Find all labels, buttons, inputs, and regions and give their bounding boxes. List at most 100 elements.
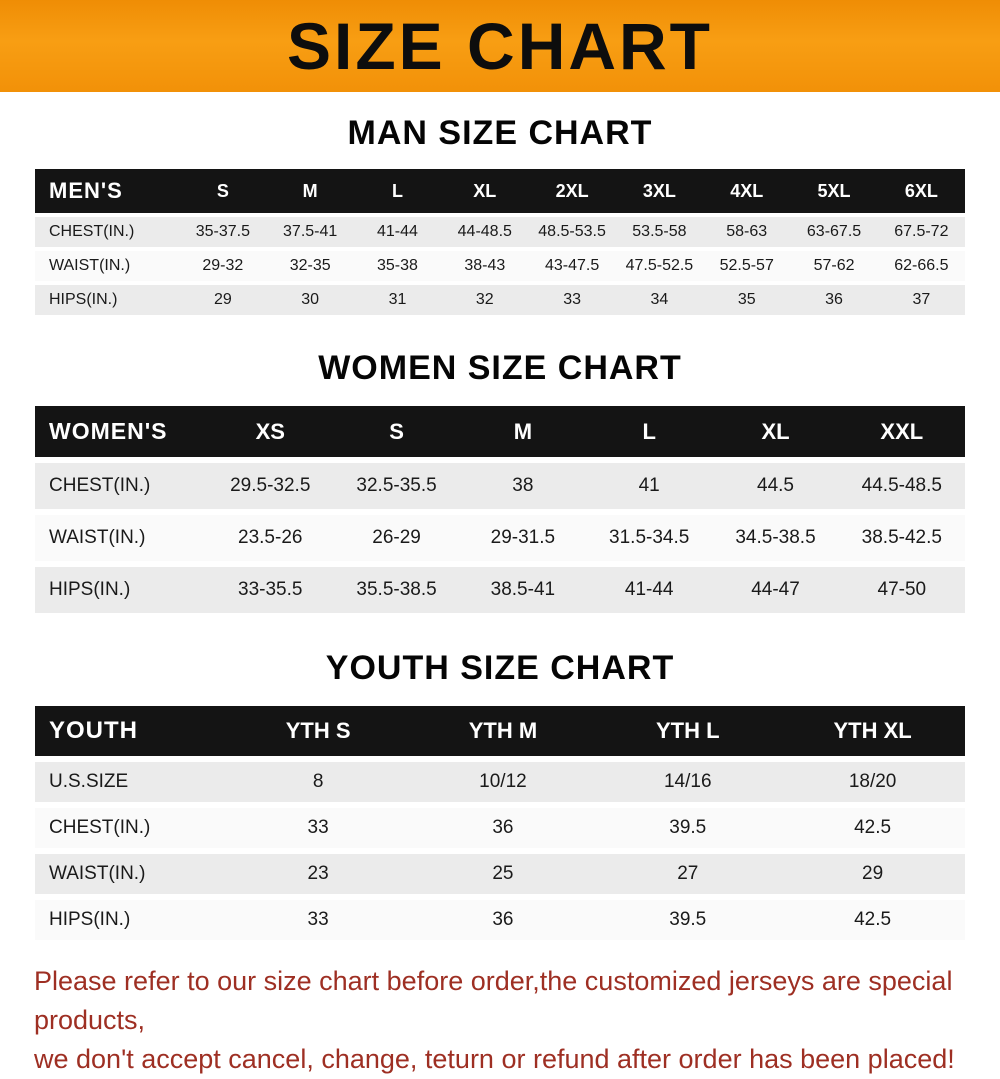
- size-column-header: L: [586, 406, 713, 457]
- order-note: Please refer to our size chart before or…: [0, 962, 1000, 1079]
- table-header-row: YOUTH YTH S YTH M YTH L YTH XL: [35, 706, 965, 756]
- banner-title: SIZE CHART: [287, 9, 713, 83]
- table-cell: 29-31.5: [459, 515, 587, 561]
- size-column-header: L: [353, 169, 442, 213]
- table-cell: 43-47.5: [528, 251, 616, 281]
- table-cell: 23: [225, 854, 411, 894]
- row-label: WAIST(IN.): [35, 854, 226, 894]
- table-cell: 38-43: [441, 251, 529, 281]
- table-cell: 35: [703, 285, 791, 315]
- table-cell: 8: [225, 762, 411, 802]
- table-cell: 31: [353, 285, 442, 315]
- table-cell: 38.5-42.5: [838, 515, 965, 561]
- size-column-header: 5XL: [790, 169, 878, 213]
- table-row: HIPS(IN.) 29 30 31 32 33 34 35 36 37: [35, 285, 965, 315]
- table-cell: 37: [877, 285, 965, 315]
- table-cell: 32.5-35.5: [333, 463, 460, 509]
- table-cell: 47.5-52.5: [615, 251, 704, 281]
- women-size-chart-heading: WOMEN SIZE CHART: [318, 349, 682, 387]
- table-cell: 27: [595, 854, 781, 894]
- table-cell: 26-29: [333, 515, 460, 561]
- table-cell: 39.5: [595, 900, 781, 940]
- size-column-header: XL: [441, 169, 529, 213]
- table-cell: 53.5-58: [615, 217, 704, 247]
- table-row: WAIST(IN.) 23 25 27 29: [35, 854, 965, 894]
- table-header-row: MEN'S S M L XL 2XL 3XL 4XL 5XL 6XL: [35, 169, 965, 213]
- row-label: CHEST(IN.): [35, 463, 208, 509]
- row-label: U.S.SIZE: [35, 762, 226, 802]
- women-size-table: WOMEN'S XS S M L XL XXL CHEST(IN.) 29.5-32.5 32.5…: [35, 400, 965, 619]
- table-cell: 63-67.5: [790, 217, 878, 247]
- row-label: CHEST(IN.): [35, 217, 180, 247]
- table-cell: 36: [790, 285, 878, 315]
- table-cell: 34: [615, 285, 704, 315]
- table-cell: 44.5: [712, 463, 839, 509]
- table-cell: 32: [441, 285, 529, 315]
- table-cell: 31.5-34.5: [586, 515, 713, 561]
- table-row: CHEST(IN.) 29.5-32.5 32.5-35.5 38 41 44.5 44.5…: [35, 463, 965, 509]
- table-cell: 33: [528, 285, 616, 315]
- men-size-table: MEN'S S M L XL 2XL 3XL 4XL 5XL 6XL CHEST(IN.) 35-37…: [35, 165, 965, 319]
- table-cell: 47-50: [838, 567, 965, 613]
- table-cell: 29: [179, 285, 267, 315]
- size-column-header: XS: [207, 406, 334, 457]
- table-cell: 36: [410, 900, 596, 940]
- table-cell: 35-37.5: [179, 217, 267, 247]
- table-cell: 32-35: [266, 251, 354, 281]
- table-cell: 44.5-48.5: [838, 463, 965, 509]
- table-row: WAIST(IN.) 29-32 32-35 35-38 38-43 43-47.5 47.…: [35, 251, 965, 281]
- table-cell: 33-35.5: [207, 567, 334, 613]
- table-cell: 44-48.5: [441, 217, 529, 247]
- size-column-header: M: [266, 169, 354, 213]
- table-cell: 34.5-38.5: [712, 515, 839, 561]
- table-corner-label: WOMEN'S: [35, 406, 208, 457]
- table-cell: 38: [459, 463, 587, 509]
- table-cell: 36: [410, 808, 596, 848]
- table-cell: 41-44: [353, 217, 442, 247]
- youth-size-table: YOUTH YTH S YTH M YTH L YTH XL U.S.SIZE 8 10/12…: [35, 700, 965, 946]
- table-cell: 67.5-72: [877, 217, 965, 247]
- table-cell: 57-62: [790, 251, 878, 281]
- table-row: HIPS(IN.) 33 36 39.5 42.5: [35, 900, 965, 940]
- size-column-header: YTH L: [595, 706, 781, 756]
- table-cell: 37.5-41: [266, 217, 354, 247]
- table-cell: 41-44: [586, 567, 713, 613]
- table-cell: 29: [780, 854, 965, 894]
- table-cell: 44-47: [712, 567, 839, 613]
- table-cell: 42.5: [780, 808, 965, 848]
- table-cell: 18/20: [780, 762, 965, 802]
- size-column-header: XXL: [838, 406, 965, 457]
- row-label: WAIST(IN.): [35, 515, 208, 561]
- man-size-chart-heading: MAN SIZE CHART: [347, 114, 653, 152]
- size-column-header: M: [459, 406, 587, 457]
- table-cell: 58-63: [703, 217, 791, 247]
- size-column-header: S: [179, 169, 267, 213]
- table-cell: 33: [225, 808, 411, 848]
- size-column-header: 6XL: [877, 169, 965, 213]
- table-row: CHEST(IN.) 33 36 39.5 42.5: [35, 808, 965, 848]
- table-cell: 10/12: [410, 762, 596, 802]
- size-column-header: 2XL: [528, 169, 616, 213]
- table-cell: 33: [225, 900, 411, 940]
- table-cell: 35-38: [353, 251, 442, 281]
- table-corner-label: YOUTH: [35, 706, 226, 756]
- table-row: CHEST(IN.) 35-37.5 37.5-41 41-44 44-48.5 48.5…: [35, 217, 965, 247]
- table-cell: 30: [266, 285, 354, 315]
- row-label: HIPS(IN.): [35, 285, 180, 315]
- table-row: HIPS(IN.) 33-35.5 35.5-38.5 38.5-41 41-44 44-…: [35, 567, 965, 613]
- row-label: HIPS(IN.): [35, 567, 208, 613]
- table-cell: 41: [586, 463, 713, 509]
- size-column-header: YTH M: [410, 706, 596, 756]
- table-corner-label: MEN'S: [35, 169, 180, 213]
- table-cell: 14/16: [595, 762, 781, 802]
- size-column-header: YTH S: [225, 706, 411, 756]
- order-note-line-2: we don't accept cancel, change, teturn o…: [34, 1044, 955, 1075]
- table-cell: 42.5: [780, 900, 965, 940]
- size-column-header: XL: [712, 406, 839, 457]
- table-row: WAIST(IN.) 23.5-26 26-29 29-31.5 31.5-34.5 34…: [35, 515, 965, 561]
- row-label: HIPS(IN.): [35, 900, 226, 940]
- table-row: U.S.SIZE 8 10/12 14/16 18/20: [35, 762, 965, 802]
- table-cell: 62-66.5: [877, 251, 965, 281]
- table-cell: 38.5-41: [459, 567, 587, 613]
- size-column-header: 4XL: [703, 169, 791, 213]
